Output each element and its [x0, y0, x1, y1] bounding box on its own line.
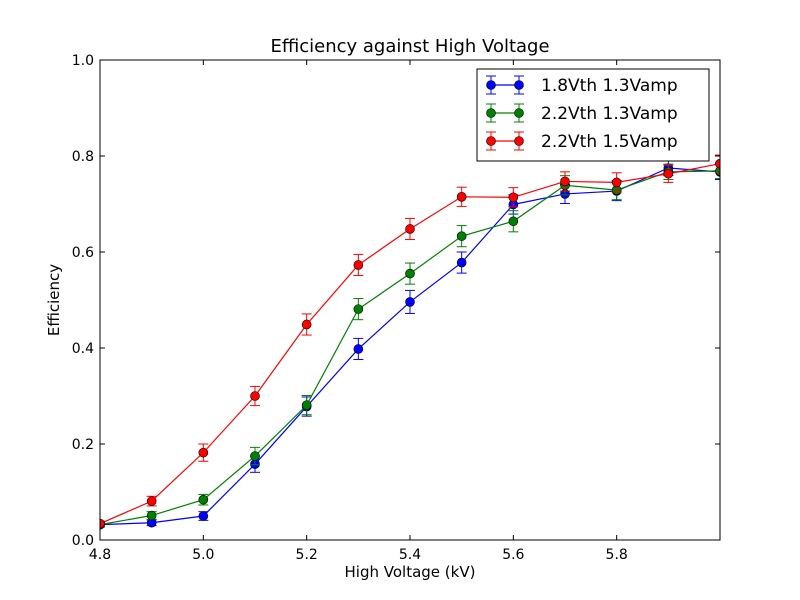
data-point: [250, 391, 260, 401]
data-point: [301, 319, 312, 330]
y-tick-label: 0.0: [72, 533, 94, 549]
x-tick-label: 5.8: [606, 547, 628, 563]
data-point: [405, 224, 415, 234]
y-tick-label: 0.4: [72, 341, 94, 357]
data-point: [456, 192, 467, 202]
data-point: [560, 176, 570, 187]
data-point: [198, 447, 209, 458]
axes-layer: 4.8 5.0 5.2 5.4 5.6 5.8 0.0 0.2 0.4 0.6 0.8 1.0: [72, 53, 720, 563]
x-tick-label: 5.6: [502, 547, 524, 563]
x-axis-label: High Voltage (kV): [345, 563, 476, 581]
data-point: [456, 257, 467, 268]
data-point: [198, 494, 209, 505]
x-tick-label: 5.4: [399, 547, 421, 563]
data-point: [353, 304, 364, 314]
data-point: [250, 451, 260, 461]
data-point: [146, 510, 157, 521]
data-point: [456, 231, 467, 241]
x-tick-label: 5.0: [192, 547, 214, 563]
legend-entry: 1.8Vth 1.3Vamp: [486, 75, 678, 96]
data-point: [508, 192, 519, 203]
data-point: [405, 297, 415, 307]
series-layer: [100, 154, 720, 530]
data-point: [611, 177, 622, 188]
y-tick-label: 0.6: [72, 245, 94, 261]
data-point: [715, 158, 720, 169]
data-point: [508, 216, 519, 227]
data-point: [198, 511, 209, 521]
legend-marker: [514, 108, 524, 118]
y-tick-label: 0.2: [72, 437, 94, 453]
legend-marker: [514, 136, 524, 146]
y-tick-label: 0.8: [72, 149, 94, 165]
legend-marker: [514, 80, 524, 90]
legend-entry: 2.2Vth 1.5Vamp: [486, 131, 678, 152]
legend-label: 2.2Vth 1.3Vamp: [541, 104, 678, 124]
x-tick-label: 4.8: [89, 547, 111, 563]
legend-label: 1.8Vth 1.3Vamp: [541, 76, 678, 96]
legend-marker: [486, 136, 496, 146]
x-tick-label: 5.2: [296, 547, 318, 563]
legend-marker: [486, 80, 496, 90]
legend-entry: 2.2Vth 1.3Vamp: [486, 103, 678, 124]
data-point: [353, 260, 364, 270]
y-axis-label: Efficiency: [45, 264, 63, 336]
y-tick-label: 1.0: [72, 53, 94, 69]
data-point: [146, 496, 157, 506]
legend: 1.8Vth 1.3Vamp 2.2Vth 1.3Vamp 2.2Vth 1.5Va…: [476, 68, 710, 162]
data-point: [715, 166, 720, 176]
chart-title: Efficiency against High Voltage: [270, 36, 549, 57]
data-point: [100, 518, 105, 529]
data-point: [353, 344, 364, 354]
series-3: [100, 154, 720, 529]
legend-marker: [486, 108, 496, 118]
data-point: [405, 268, 415, 279]
legend-label: 2.2Vth 1.5Vamp: [541, 132, 678, 152]
data-point: [663, 168, 674, 179]
data-point: [301, 400, 312, 410]
